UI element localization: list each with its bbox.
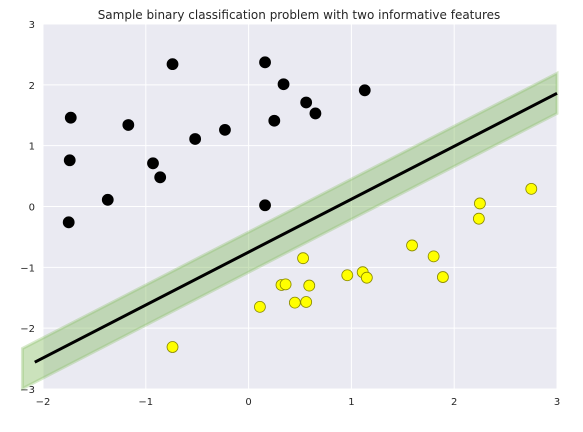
y-tick-label: 1 — [29, 142, 35, 153]
black-class-point — [358, 84, 371, 97]
y-tick-label: −2 — [20, 324, 35, 335]
yellow-class-point — [436, 271, 449, 283]
black-class-point — [259, 199, 271, 212]
yellow-class-point — [300, 296, 313, 308]
y-axis-ticks: 3 2 1 0 −1 −2 −3 — [20, 20, 35, 396]
decision-line-group — [34, 92, 558, 364]
chart-title: Sample binary classification problem wit… — [98, 8, 501, 22]
black-class-point — [62, 216, 75, 229]
black-class-point — [101, 193, 114, 206]
black-class-point — [147, 157, 159, 170]
y-tick-label: 0 — [29, 203, 35, 214]
black-class-point — [166, 58, 179, 71]
black-class-point — [219, 123, 231, 136]
y-tick-label: −1 — [20, 263, 35, 274]
black-class-point — [154, 171, 167, 184]
black-class-point — [300, 96, 313, 109]
y-tick-label: 2 — [29, 81, 35, 92]
yellow-class-point — [427, 250, 440, 263]
black-class-point — [309, 107, 322, 120]
black-class-point — [189, 133, 202, 145]
x-tick-label: −2 — [36, 397, 51, 408]
black-class-point — [122, 119, 135, 131]
x-tick-label: 2 — [451, 397, 457, 408]
yellow-class-point — [254, 300, 266, 313]
yellow-class-point — [341, 269, 354, 282]
yellow-class-point — [297, 252, 309, 265]
black-class-point — [63, 154, 76, 167]
yellow-class-point — [166, 341, 179, 353]
black-class-point — [277, 78, 290, 91]
data-points — [62, 56, 538, 353]
x-tick-label: −1 — [138, 397, 153, 408]
x-tick-label: 0 — [245, 397, 251, 408]
yellow-class-point — [406, 239, 418, 252]
y-tick-label: 3 — [29, 20, 35, 31]
grid-lines — [42, 23, 558, 390]
y-tick-label: −3 — [20, 385, 35, 396]
black-class-point — [259, 56, 271, 69]
yellow-class-point — [303, 279, 316, 292]
black-class-point — [268, 114, 281, 127]
yellow-class-point — [472, 212, 485, 225]
x-tick-label: 3 — [554, 397, 560, 408]
yellow-class-point — [279, 278, 292, 291]
yellow-class-point — [288, 296, 301, 309]
decision-line — [34, 92, 558, 364]
yellow-class-point — [473, 197, 486, 210]
yellow-class-point — [525, 182, 538, 195]
black-class-point — [64, 111, 77, 124]
x-axis-ticks: −2 −1 0 1 2 3 — [36, 397, 561, 408]
x-tick-label: 1 — [348, 397, 354, 408]
yellow-class-point — [360, 271, 373, 284]
